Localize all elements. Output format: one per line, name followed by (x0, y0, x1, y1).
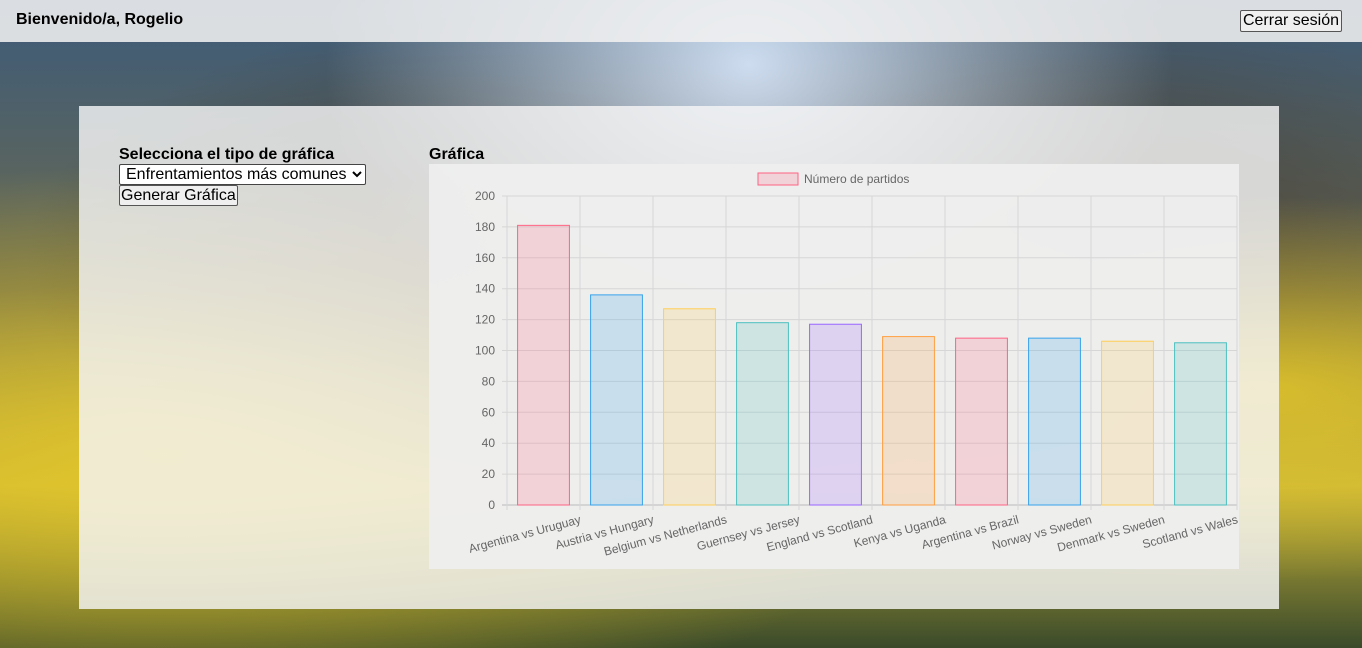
bar (663, 308, 716, 506)
legend-label: Número de partidos (804, 172, 909, 186)
y-tick-label: 100 (475, 344, 495, 358)
bar (517, 224, 570, 506)
y-tick-label: 140 (475, 282, 495, 296)
legend-swatch (757, 172, 799, 186)
welcome-text: Bienvenido/a, Rogelio (16, 11, 184, 28)
bar (1028, 337, 1081, 506)
y-tick-label: 200 (475, 189, 495, 203)
top-bar: Bienvenido/a, Rogelio Cerrar sesión (0, 0, 1362, 42)
y-tick-label: 160 (475, 251, 495, 265)
chart-type-label: Selecciona el tipo de gráfica (119, 146, 335, 163)
y-tick-label: 120 (475, 313, 495, 327)
bar (1174, 342, 1227, 506)
bar (809, 323, 862, 506)
bar (955, 337, 1008, 506)
chart-container: 0 20 40 60 80 100 120 140 160 180 200 Número de par… (429, 164, 1239, 569)
generate-chart-button[interactable]: Generar Gráfica (119, 185, 238, 206)
bar-chart: 0 20 40 60 80 100 120 140 160 180 200 Número de par… (467, 172, 1239, 559)
chart-controls: Selecciona el tipo de gráfica Enfrentami… (119, 146, 366, 206)
chart-section-title: Gráfica (429, 146, 485, 163)
bar (882, 336, 935, 506)
main-panel: Selecciona el tipo de gráfica Enfrentami… (79, 106, 1279, 609)
bar (590, 294, 643, 506)
y-tick-label: 180 (475, 220, 495, 234)
y-tick-label: 0 (488, 498, 495, 512)
bar (736, 322, 789, 506)
logout-button[interactable]: Cerrar sesión (1239, 10, 1342, 32)
y-tick-label: 80 (482, 374, 496, 388)
chart-type-select[interactable]: Enfrentamientos más comunes (119, 164, 366, 185)
y-tick-label: 60 (482, 405, 496, 419)
y-tick-label: 40 (482, 436, 496, 450)
bar (1101, 340, 1154, 506)
y-tick-label: 20 (482, 467, 496, 481)
